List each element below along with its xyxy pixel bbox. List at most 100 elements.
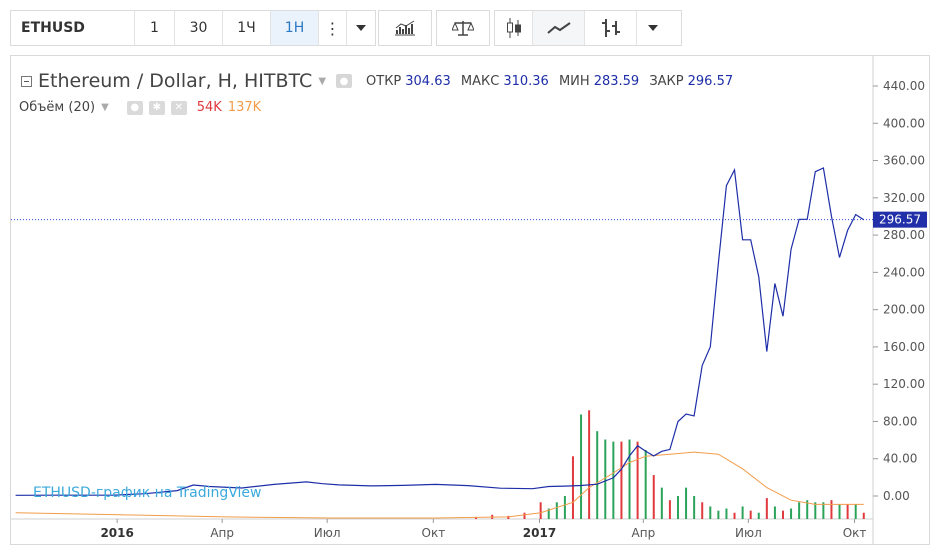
collapse-legend-button[interactable] <box>21 75 32 87</box>
line-chart-icon <box>546 22 571 34</box>
volume-bar <box>539 502 542 519</box>
volume-bar <box>644 450 647 519</box>
price-tick-label: 160.00 <box>883 340 925 354</box>
scales-icon <box>452 21 474 36</box>
time-axis-ticks: 2016 Апр Июл Окт 2017 Апр Июл Окт <box>100 519 866 540</box>
volume-bar <box>660 487 663 519</box>
volume-bar <box>693 496 696 519</box>
volume-ma-value: 137K <box>227 100 262 115</box>
price-tick-label: 120.00 <box>883 377 925 391</box>
price-chart[interactable]: 440.00 400.00 360.00 320.00 280.00 240.00 200.… <box>11 56 929 544</box>
last-price-badge <box>873 211 927 228</box>
high-label: МАКС <box>460 73 500 89</box>
volume-bar <box>620 441 623 519</box>
compare-button[interactable] <box>437 11 489 45</box>
interval-1h-button[interactable]: 1Ч <box>223 11 271 45</box>
price-tick-label: 320.00 <box>883 191 925 205</box>
volume-bar <box>701 502 704 519</box>
volume-bar <box>854 504 857 519</box>
price-tick-label: 80.00 <box>883 414 917 428</box>
price-tick-label: 240.00 <box>883 265 925 279</box>
volume-bar <box>563 496 566 519</box>
high-value: 310.36 <box>503 73 549 89</box>
chevron-down-icon <box>648 25 658 31</box>
eye-icon[interactable]: ● <box>336 74 353 88</box>
chevron-down-icon[interactable]: ▼ <box>318 75 327 87</box>
volume-bar <box>781 510 784 519</box>
volume-bar <box>652 475 655 519</box>
volume-value: 54K <box>196 100 222 115</box>
volume-ma-line <box>15 451 864 519</box>
indicators-button[interactable] <box>379 11 431 45</box>
indicators-group <box>378 10 432 46</box>
volume-bar <box>773 506 776 519</box>
volume-bar <box>790 508 793 519</box>
volume-bar <box>725 508 728 519</box>
volume-bar <box>846 504 849 519</box>
gear-icon[interactable]: ✱ <box>148 100 165 115</box>
ohlc-values: ОТКР 304.63 МАКС 310.36 МИН 283.59 ЗАКР 296.… <box>360 74 733 89</box>
interval-1-button[interactable]: 1 <box>135 11 175 45</box>
volume-bar <box>588 410 591 519</box>
volume-bar <box>862 512 865 519</box>
eye-icon[interactable]: ● <box>126 100 143 115</box>
low-value: 283.59 <box>593 73 640 89</box>
price-tick-label: 280.00 <box>883 228 925 242</box>
close-label: ЗАКР <box>649 73 684 89</box>
chart-style-group <box>494 10 682 46</box>
open-value: 304.63 <box>405 73 451 89</box>
compare-group <box>436 10 490 46</box>
interval-1w-button[interactable]: 1Н <box>271 11 319 45</box>
close-value: 296.57 <box>687 73 734 89</box>
last-price-value: 296.57 <box>879 213 921 227</box>
price-series-line <box>15 167 865 496</box>
line-style-button[interactable] <box>533 11 585 45</box>
candles-button[interactable] <box>495 11 533 45</box>
price-tick-label: 0.00 <box>883 489 910 503</box>
volume-bar <box>612 441 615 519</box>
time-tick-label: 2017 <box>523 526 556 540</box>
volume-bar <box>475 516 478 519</box>
volume-bar <box>838 504 841 519</box>
volume-bar <box>685 487 688 519</box>
ohlc-bars-icon <box>601 19 620 37</box>
volume-bar <box>596 431 599 519</box>
bar-chart-icon <box>395 20 415 36</box>
symbol-interval-group: ETHUSD 1 30 1Ч 1Н ⋮ <box>10 10 376 46</box>
time-tick-label: Июл <box>314 526 341 540</box>
toolbar: ETHUSD 1 30 1Ч 1Н ⋮ <box>10 10 930 48</box>
volume-bar <box>709 506 712 519</box>
time-tick-label: Июл <box>735 526 762 540</box>
volume-bar <box>628 439 631 519</box>
tradingview-watermark-link[interactable]: ETHUSD-график на TradingView <box>33 485 262 501</box>
candlestick-icon <box>506 18 521 38</box>
volume-bar <box>733 512 736 519</box>
chart-area[interactable]: 440.00 400.00 360.00 320.00 280.00 240.00 200.… <box>10 55 930 545</box>
price-tick-label: 360.00 <box>883 154 925 168</box>
price-axis-ticks: 440.00 400.00 360.00 320.00 280.00 240.00 200.… <box>873 79 925 503</box>
more-intervals-button[interactable]: ⋮ <box>319 11 347 45</box>
volume-bar <box>668 500 671 519</box>
volume-bar <box>749 510 752 519</box>
volume-bar <box>814 502 817 519</box>
volume-bar <box>580 414 583 519</box>
interval-30-button[interactable]: 30 <box>175 11 223 45</box>
volume-bar <box>571 456 574 519</box>
volume-bar <box>741 506 744 519</box>
interval-dropdown-button[interactable] <box>347 11 375 45</box>
close-icon[interactable]: ✕ <box>170 100 187 115</box>
chevron-down-icon <box>356 25 366 31</box>
chart-style-dropdown-button[interactable] <box>637 11 669 45</box>
chevron-down-icon[interactable]: ▼ <box>101 102 109 113</box>
volume-bar <box>806 500 809 519</box>
volume-bar <box>604 439 607 519</box>
time-tick-label: Апр <box>632 526 656 540</box>
bars-style-button[interactable] <box>585 11 637 45</box>
series-title: Ethereum / Dollar, Н, HITBTC <box>38 70 313 92</box>
volume-legend: Объём (20) ▼ ● ✱ ✕ 54K 137K <box>19 100 261 115</box>
price-tick-label: 400.00 <box>883 116 925 130</box>
time-tick-label: Окт <box>422 526 446 540</box>
volume-bar <box>676 496 679 519</box>
symbol-search-input[interactable]: ETHUSD <box>11 11 135 45</box>
price-tick-label: 40.00 <box>883 452 917 466</box>
